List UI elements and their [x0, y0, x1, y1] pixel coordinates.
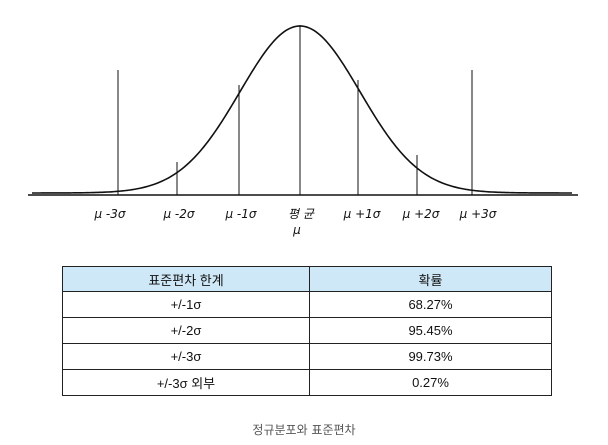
figure-caption: 정규분포와 표준편차 [252, 423, 356, 437]
cell-limit: +/-1σ [62, 291, 310, 318]
table-row: +/-3σ 외부 0.27% [62, 369, 552, 396]
label-mu-minus-3sigma: μ -3σ [93, 207, 125, 221]
table-header-row: 표준편차 한계 확률 [62, 266, 552, 292]
header-std-dev-limit: 표준편차 한계 [62, 266, 310, 292]
cell-probability: 68.27% [309, 291, 552, 318]
label-mu-minus-2sigma: μ -2σ [162, 207, 194, 221]
cell-limit: +/-3σ 외부 [62, 369, 310, 396]
cell-probability: 95.45% [309, 317, 552, 344]
bell-curve [32, 25, 572, 194]
cell-limit: +/-3σ [62, 343, 310, 370]
cell-probability: 0.27% [309, 369, 552, 396]
label-mu-minus-1sigma: μ -1σ [224, 207, 256, 221]
label-mu-plus-2sigma: μ +2σ [402, 207, 440, 221]
label-mu-plus-1sigma: μ +1σ [343, 207, 381, 221]
label-mu-plus-3sigma: μ +3σ [459, 207, 497, 221]
table-row: +/-1σ 68.27% [62, 291, 552, 318]
cell-probability: 99.73% [309, 343, 552, 370]
std-dev-probability-table: 표준편차 한계 확률 +/-1σ 68.27% +/-2σ 95.45% +/-… [62, 266, 552, 396]
cell-limit: +/-2σ [62, 317, 310, 344]
header-probability: 확률 [309, 266, 552, 292]
table-row: +/-2σ 95.45% [62, 317, 552, 344]
label-mean-symbol: μ [292, 223, 301, 237]
normal-distribution-diagram: μ -3σ μ -2σ μ -1σ 평 균 μ μ +1σ μ +2σ μ +3… [28, 25, 578, 237]
label-mean-word: 평 균 [288, 207, 315, 221]
table-row: +/-3σ 99.73% [62, 343, 552, 370]
